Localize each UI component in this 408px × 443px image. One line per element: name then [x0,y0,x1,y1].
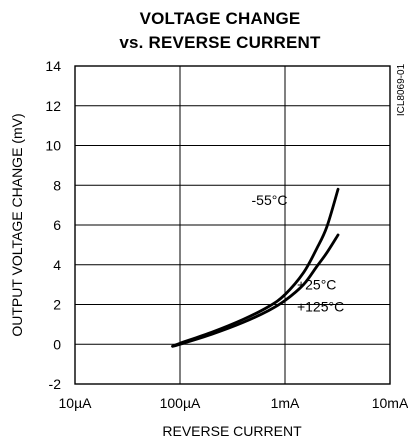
y-tick-label: 6 [53,217,61,233]
series-line-1 [171,187,340,348]
x-tick-label: 1mA [271,395,300,411]
grid [75,66,390,384]
x-axis-label: REVERSE CURRENT [162,423,302,439]
y-axis-label: OUTPUT VOLTAGE CHANGE (mV) [9,113,25,336]
chart-title-line-1: VOLTAGE CHANGE [140,9,301,28]
y-tick-label: -2 [49,376,62,392]
annotation-label: -55°C [252,192,288,208]
y-tick-label: 0 [53,336,61,352]
annotation-label: +125°C [297,298,344,314]
y-tick-label: 10 [45,138,61,154]
series-line-2 [171,233,340,348]
plot-frame [74,65,391,385]
annotation-label: +25°C [297,277,336,293]
y-tick-label: 8 [53,177,61,193]
tick-labels: -2 0 2 4 6 8 10 12 14 10µA 100µA 1mA 10mA [45,58,408,411]
x-tick-label: 100µA [160,395,201,411]
y-tick-label: 4 [53,257,61,273]
y-tick-label: 2 [53,297,61,313]
y-tick-label: 12 [45,98,61,114]
x-tick-label: 10mA [372,395,408,411]
y-tick-label: 14 [45,58,61,74]
x-tick-label: 10µA [59,395,93,411]
chart-title-line-2: vs. REVERSE CURRENT [119,33,321,52]
series [171,187,340,348]
part-number-label: ICL8069-01 [396,63,407,116]
annotations: -55°C +25°C +125°C [252,192,345,314]
